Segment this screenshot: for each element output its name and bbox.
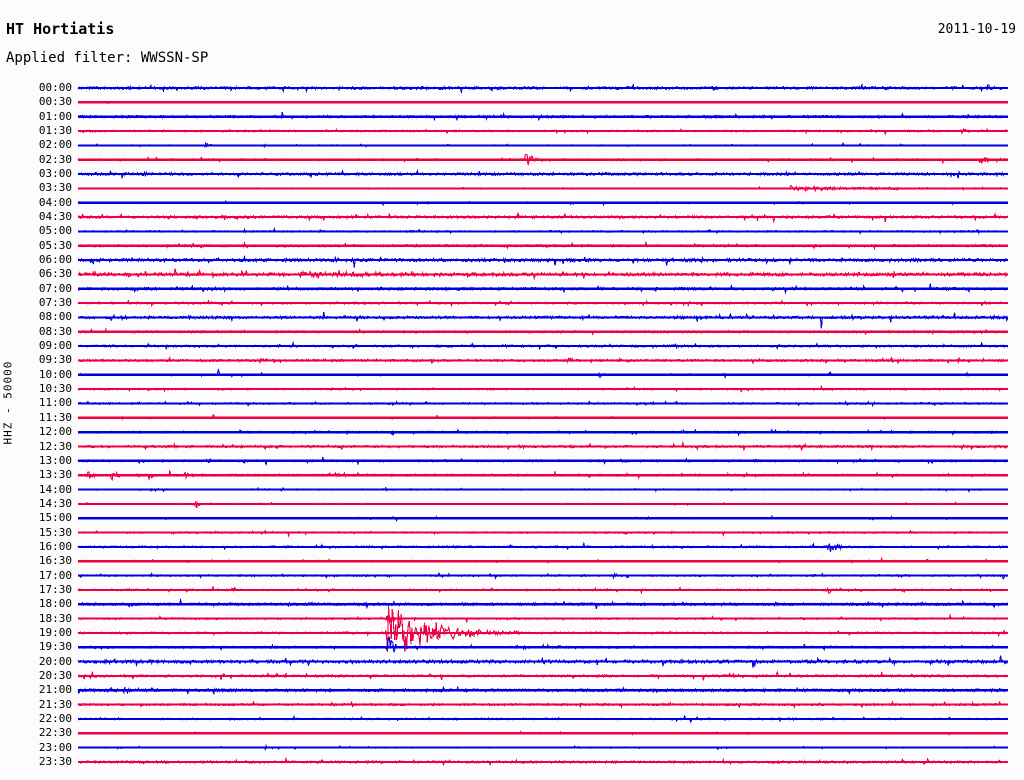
time-tick-label: 07:00 <box>38 281 72 295</box>
time-tick-label: 02:30 <box>38 152 72 166</box>
time-tick-label: 06:30 <box>38 267 72 281</box>
time-tick-label: 09:30 <box>38 353 72 367</box>
time-tick-label: 10:30 <box>38 382 72 396</box>
trace-line <box>77 255 1009 268</box>
time-tick-label: 16:00 <box>38 539 72 553</box>
time-tick-label: 12:00 <box>38 425 72 439</box>
record-date: 2011-10-19 <box>937 22 1016 37</box>
time-tick-label: 14:30 <box>38 496 72 510</box>
time-tick-label: 07:30 <box>38 296 72 310</box>
time-tick-label: 19:30 <box>38 640 72 654</box>
time-tick-label: 01:30 <box>38 124 72 138</box>
time-tick-label: 05:30 <box>38 238 72 252</box>
time-tick-label: 00:30 <box>38 95 72 109</box>
trace-line <box>77 367 1009 380</box>
trace-line <box>77 636 1008 653</box>
time-tick-label: 18:00 <box>38 597 72 611</box>
time-tick-label: 13:00 <box>38 453 72 467</box>
time-tick-label: 02:00 <box>38 138 72 152</box>
time-tick-label: 03:00 <box>38 167 72 181</box>
time-tick-label: 17:30 <box>38 582 72 596</box>
time-tick-label: 01:00 <box>38 109 72 123</box>
time-tick-label: 21:00 <box>38 683 72 697</box>
time-tick-label: 10:00 <box>38 367 72 381</box>
time-tick-label: 22:00 <box>38 711 72 725</box>
time-tick-label: 13:30 <box>38 468 72 482</box>
time-tick-label: 08:30 <box>38 324 72 338</box>
time-tick-label: 15:00 <box>38 511 72 525</box>
time-tick-label: 14:00 <box>38 482 72 496</box>
trace-line <box>77 312 1009 329</box>
time-tick-label: 04:00 <box>38 195 72 209</box>
time-axis-labels: 00:00 00:30 01:00 01:30 02:00 02:30 03:00 03:30… <box>0 0 72 780</box>
time-tick-label: 11:00 <box>38 396 72 410</box>
time-tick-label: 18:30 <box>38 611 72 625</box>
time-tick-label: 20:30 <box>38 668 72 682</box>
time-tick-label: 16:30 <box>38 554 72 568</box>
time-tick-label: 21:30 <box>38 697 72 711</box>
time-tick-label: 09:00 <box>38 339 72 353</box>
page-title: HT Hortiatis <box>6 20 115 38</box>
time-tick-label: 08:00 <box>38 310 72 324</box>
time-tick-label: 20:00 <box>38 654 72 668</box>
time-tick-label: 03:30 <box>38 181 72 195</box>
time-tick-label: 15:30 <box>38 525 72 539</box>
time-tick-label: 00:00 <box>38 81 72 94</box>
time-tick-label: 23:30 <box>38 754 72 768</box>
applied-filter-label: Applied filter: WWSSN-SP <box>6 50 209 66</box>
time-tick-label: 12:30 <box>38 439 72 453</box>
time-tick-label: 05:00 <box>38 224 72 238</box>
time-tick-label: 19:00 <box>38 625 72 639</box>
time-tick-label: 22:30 <box>38 726 72 740</box>
time-tick-label: 23:00 <box>38 740 72 754</box>
time-tick-label: 04:30 <box>38 210 72 224</box>
time-tick-label: 06:00 <box>38 253 72 267</box>
time-tick-label: 17:00 <box>38 568 72 582</box>
time-tick-label: 11:30 <box>38 410 72 424</box>
